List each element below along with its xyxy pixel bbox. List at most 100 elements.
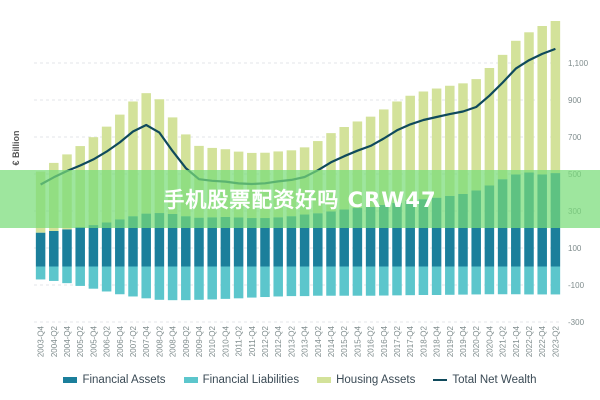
- legend-housing-assets: Housing Assets: [317, 374, 415, 386]
- bar-financial-liabilities: [365, 266, 376, 296]
- bar-housing-assets: [511, 40, 521, 175]
- bar-financial-liabilities: [75, 266, 85, 286]
- bar-financial-liabilities: [392, 266, 402, 296]
- bar-financial-assets: [299, 214, 310, 267]
- x-tick-label: 2010-Q4: [221, 325, 230, 357]
- x-tick-label: 2009-Q4: [195, 325, 204, 357]
- bar-housing-assets: [115, 114, 125, 220]
- x-axis-ticks: 2003-Q4 2004-Q2 2004-Q4 2005-Q2 2005-Q4 2006-…: [37, 325, 561, 357]
- bar-financial-assets: [88, 225, 99, 267]
- bar-financial-liabilities: [128, 266, 138, 297]
- bar-housing-assets: [392, 101, 402, 203]
- legend-label-financial-liabilities: Financial Liabilities: [202, 374, 300, 386]
- x-tick-label: 2012-Q4: [274, 325, 283, 357]
- bar-financial-liabilities: [550, 266, 561, 295]
- x-tick-label: 2011-Q2: [235, 325, 244, 356]
- x-tick-label: 2022-Q2: [525, 325, 534, 357]
- x-tick-label: 2020-Q2: [472, 325, 481, 357]
- x-tick-label: 2010-Q2: [208, 325, 217, 357]
- x-tick-label: 2015-Q4: [353, 325, 362, 357]
- bar-financial-assets: [418, 199, 429, 267]
- x-tick-label: 2019-Q4: [459, 325, 468, 357]
- bar-financial-assets: [62, 229, 72, 267]
- bar-financial-assets: [392, 202, 402, 267]
- bar-financial-assets: [128, 216, 138, 267]
- x-tick-label: 2011-Q4: [248, 325, 257, 356]
- bar-financial-assets: [352, 208, 363, 267]
- bar-financial-liabilities: [445, 266, 455, 295]
- x-tick-label: 2005-Q4: [89, 325, 98, 357]
- bar-financial-liabilities: [418, 266, 429, 295]
- bar-housing-assets: [431, 88, 442, 198]
- bar-financial-liabilities: [511, 266, 521, 295]
- bar-financial-liabilities: [471, 266, 481, 295]
- bar-financial-assets: [458, 193, 468, 267]
- bar-financial-assets: [167, 213, 178, 267]
- x-tick-label: 2016-Q4: [380, 325, 389, 357]
- bar-housing-assets: [339, 127, 349, 210]
- x-tick-label: 2009-Q2: [182, 325, 191, 357]
- bar-housing-assets: [484, 67, 495, 186]
- x-tick-label: 2008-Q2: [155, 325, 164, 357]
- x-tick-label: 2004-Q2: [50, 325, 59, 357]
- x-tick-label: 2006-Q2: [103, 325, 112, 357]
- bar-housing-assets: [445, 85, 455, 196]
- bar-financial-assets: [181, 216, 191, 267]
- bar-financial-assets: [115, 219, 125, 267]
- bar-financial-assets: [101, 222, 112, 267]
- bar-financial-assets: [445, 195, 455, 267]
- bar-financial-liabilities: [181, 266, 191, 301]
- legend-swatch-financial-assets: [63, 377, 78, 383]
- x-tick-label: 2016-Q2: [367, 325, 376, 357]
- x-tick-label: 2014-Q2: [314, 325, 323, 357]
- bar-financial-liabilities: [247, 266, 257, 298]
- bar-financial-liabilities: [35, 266, 46, 280]
- bar-housing-assets: [352, 121, 363, 209]
- bar-housing-assets: [537, 26, 547, 175]
- bar-housing-assets: [418, 91, 429, 200]
- bar-financial-liabilities: [313, 266, 323, 296]
- x-tick-label: 2012-Q2: [261, 325, 270, 357]
- y-axis-label: € Billion: [11, 130, 21, 165]
- y-tick-label: -300: [568, 318, 585, 327]
- bar-financial-assets: [313, 213, 323, 267]
- x-tick-label: 2022-Q4: [538, 325, 547, 357]
- x-tick-label: 2003-Q4: [37, 325, 46, 357]
- x-tick-label: 2018-Q4: [433, 325, 442, 357]
- bar-financial-liabilities: [537, 266, 547, 295]
- bar-financial-assets: [49, 230, 59, 267]
- x-tick-label: 2013-Q2: [287, 325, 296, 357]
- bar-financial-liabilities: [405, 266, 415, 296]
- x-tick-label: 2015-Q2: [340, 325, 349, 357]
- bar-financial-assets: [35, 232, 46, 267]
- bar-financial-liabilities: [62, 266, 72, 284]
- bar-financial-liabilities: [484, 266, 495, 295]
- x-tick-label: 2019-Q2: [446, 325, 455, 357]
- bar-housing-assets: [458, 83, 468, 194]
- x-tick-label: 2017-Q4: [406, 325, 415, 357]
- bar-financial-liabilities: [141, 266, 151, 299]
- x-tick-label: 2020-Q4: [485, 325, 494, 357]
- bar-financial-liabilities: [220, 266, 231, 299]
- bar-financial-assets: [339, 209, 349, 267]
- bar-financial-liabilities: [286, 266, 297, 297]
- bar-financial-assets: [471, 190, 481, 267]
- bar-financial-liabilities: [194, 266, 204, 300]
- bar-financial-liabilities: [115, 266, 125, 295]
- bar-housing-assets: [471, 79, 481, 191]
- x-tick-label: 2007-Q4: [142, 325, 151, 357]
- bar-financial-assets: [207, 217, 217, 267]
- bar-financial-liabilities: [299, 266, 310, 297]
- watermark-text: 手机股票配资好吗 CRW47: [163, 188, 437, 212]
- y-tick-label: 100: [568, 244, 582, 253]
- y-tick-label: -100: [568, 281, 585, 290]
- bar-financial-liabilities: [273, 266, 283, 297]
- x-tick-label: 2005-Q2: [76, 325, 85, 357]
- x-tick-label: 2014-Q4: [327, 325, 336, 357]
- x-tick-label: 2006-Q4: [116, 325, 125, 357]
- x-tick-label: 2017-Q2: [393, 325, 402, 357]
- watermark-banner: 手机股票配资好吗 CRW47: [0, 170, 600, 228]
- x-tick-label: 2013-Q4: [301, 325, 310, 357]
- bar-housing-assets: [497, 54, 508, 180]
- bar-financial-liabilities: [431, 266, 442, 295]
